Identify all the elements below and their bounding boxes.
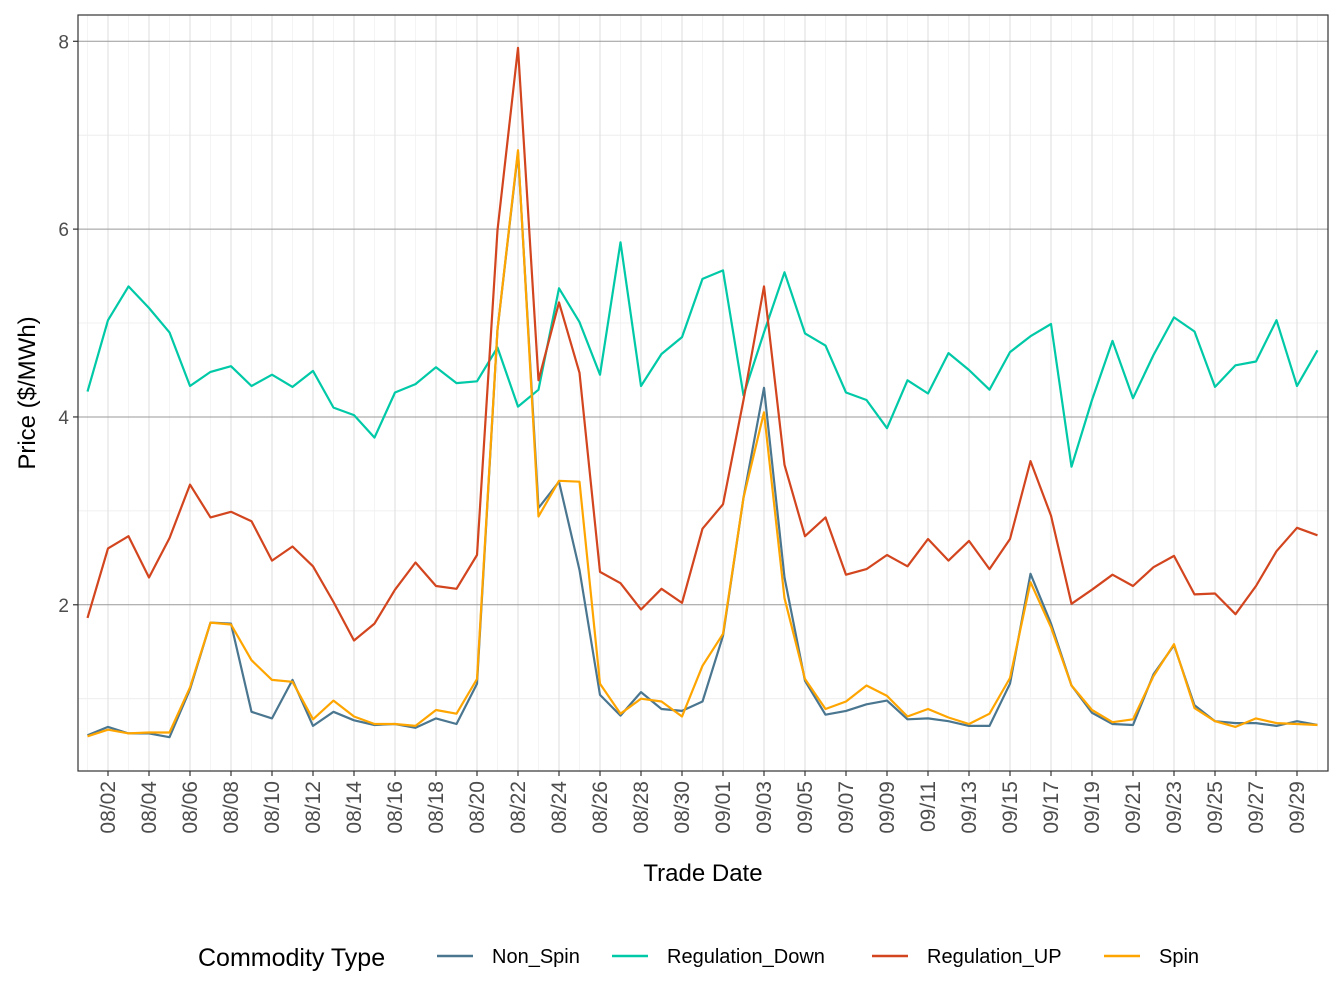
x-tick-label: 08/14 (343, 781, 366, 834)
legend-label: Spin (1159, 946, 1199, 968)
legend-label: Non_Spin (492, 946, 580, 968)
x-tick-label: 08/30 (671, 781, 694, 834)
x-tick-label: 09/17 (1040, 781, 1063, 834)
x-tick-label: 08/08 (220, 781, 243, 834)
x-tick-label: 08/12 (302, 781, 325, 834)
x-tick-label: 09/21 (1122, 781, 1145, 834)
x-tick-label: 09/19 (1081, 781, 1104, 834)
x-tick-label: 08/28 (630, 781, 653, 834)
x-tick-label: 08/24 (548, 781, 571, 834)
x-tick-label: 09/25 (1204, 781, 1227, 834)
series-line-spin (87, 149, 1318, 738)
x-tick-label: 09/27 (1245, 781, 1268, 834)
y-axis: 2 4 6 8 (58, 32, 78, 617)
legend-item-regulation-down: Regulation_Down (612, 946, 825, 968)
x-tick-label: 08/20 (466, 781, 489, 834)
x-axis-title: Trade Date (643, 860, 762, 887)
x-tick-label: 09/23 (1163, 781, 1186, 834)
x-tick-label: 09/07 (835, 781, 858, 834)
legend-item-regulation-up: Regulation_UP (872, 946, 1062, 968)
y-tick-label: 6 (58, 220, 69, 241)
x-tick-label: 08/18 (425, 781, 448, 834)
y-tick-label: 4 (58, 408, 69, 429)
series-line-regulation-up (86, 46, 1318, 642)
x-tick-label: 09/13 (958, 781, 981, 834)
legend-title: Commodity Type (198, 944, 385, 972)
x-tick-label: 08/26 (589, 781, 612, 834)
x-tick-label: 09/15 (999, 781, 1022, 834)
legend-label: Regulation_UP (927, 946, 1062, 968)
x-tick-label: 08/06 (179, 781, 202, 834)
x-tick-label: 09/11 (917, 781, 940, 832)
x-tick-label: 09/29 (1286, 781, 1309, 834)
y-tick-label: 8 (58, 32, 69, 53)
x-axis: 08/02 08/04 08/06 08/08 08/10 08/12 08/14 08/16… (97, 771, 1309, 834)
x-tick-label: 09/01 (712, 781, 735, 834)
x-tick-label: 08/10 (261, 781, 284, 834)
x-tick-label: 09/05 (794, 781, 817, 834)
legend-label: Regulation_Down (667, 946, 825, 968)
panel-background (78, 15, 1328, 771)
x-tick-label: 08/04 (138, 781, 161, 834)
legend-item-non-spin: Non_Spin (437, 946, 580, 968)
x-tick-label: 08/16 (384, 781, 407, 834)
series-line-non-spin (87, 151, 1318, 739)
series-line-regulation-down (86, 241, 1319, 468)
legend-item-spin: Spin (1104, 946, 1199, 968)
panel-border (77, 14, 1329, 772)
y-axis-title: Price ($/MWh) (14, 316, 41, 469)
x-tick-label: 08/22 (507, 781, 530, 834)
grid (78, 15, 1328, 771)
x-tick-label: 09/09 (876, 781, 899, 834)
series-lines (86, 46, 1319, 739)
x-tick-label: 08/02 (97, 781, 120, 834)
x-tick-label: 09/03 (753, 781, 776, 834)
y-tick-label: 2 (58, 596, 69, 617)
legend: Commodity Type Non_Spin Regulation_Down Re… (198, 944, 1199, 972)
